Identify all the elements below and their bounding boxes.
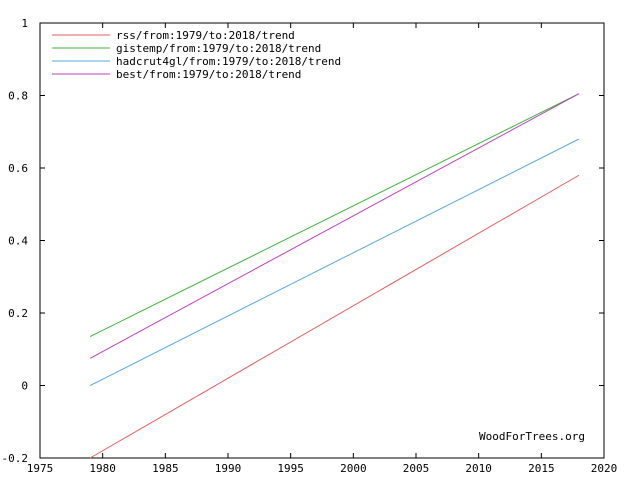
y-tick-label: 0.4	[8, 235, 28, 248]
y-tick-label: 0	[21, 380, 28, 393]
legend-label-3: best/from:1979/to:2018/trend	[116, 68, 301, 81]
axis-ticks: 1975 1980 1985 1990 1995 2000 2005 2010 2015 2020…	[2, 17, 618, 475]
y-tick-label: -0.2	[2, 452, 29, 465]
x-tick-label: 2000	[340, 462, 367, 475]
y-tick-label: 0.8	[8, 90, 28, 103]
series-lines	[89, 93, 580, 459]
series-line-1	[89, 93, 580, 338]
series-line-0	[89, 174, 580, 459]
plot-frame	[39, 22, 605, 459]
x-tick-label: 2015	[528, 462, 555, 475]
series-line-3	[89, 93, 580, 359]
x-tick-label: 1990	[215, 462, 242, 475]
x-tick-label: 1975	[27, 462, 54, 475]
x-tick-label: 1985	[152, 462, 179, 475]
series-line-2	[89, 138, 580, 386]
y-tick-label: 0.6	[8, 162, 28, 175]
y-tick-label: 0.2	[8, 307, 28, 320]
legend-label-1: gistemp/from:1979/to:2018/trend	[116, 42, 321, 55]
y-tick-label: 1	[21, 17, 28, 30]
legend: rss/from:1979/to:2018/trendgistemp/from:…	[52, 29, 341, 81]
x-tick-label: 1995	[277, 462, 304, 475]
x-tick-label: 2020	[591, 462, 618, 475]
x-tick-label: 2005	[403, 462, 430, 475]
legend-label-0: rss/from:1979/to:2018/trend	[116, 29, 295, 42]
legend-label-2: hadcrut4gl/from:1979/to:2018/trend	[116, 55, 341, 68]
x-tick-label: 2010	[465, 462, 492, 475]
x-tick-label: 1980	[89, 462, 116, 475]
watermark-label: WoodForTrees.org	[479, 430, 585, 443]
